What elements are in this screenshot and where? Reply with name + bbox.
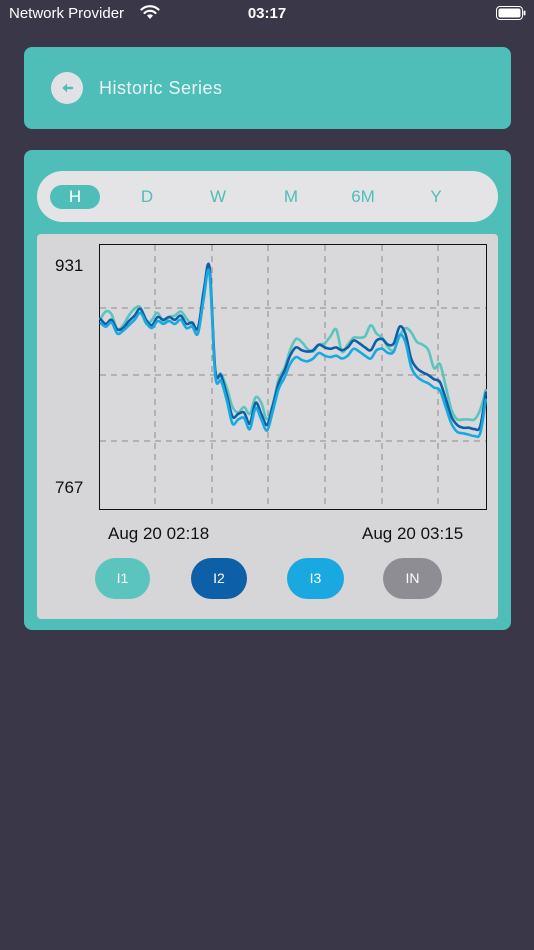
- y-axis-min-label: 767: [55, 478, 84, 497]
- legend-toggle-i2[interactable]: I2: [191, 558, 247, 599]
- status-bar: Network Provider 03:17: [0, 0, 534, 30]
- series-line-i3: [99, 268, 487, 439]
- page-title: Historic Series: [99, 78, 223, 98]
- legend-toggle-in[interactable]: IN: [383, 558, 442, 599]
- x-axis-start-label: Aug 20 02:18: [108, 524, 210, 543]
- chart-panel: 931 767 Aug 20 02:18 Aug 20 03:15 I1 I2 …: [37, 234, 498, 619]
- tab-hour[interactable]: H: [50, 185, 100, 209]
- x-axis-end-label: Aug 20 03:15: [362, 524, 464, 543]
- tab-week[interactable]: W: [209, 187, 227, 206]
- tab-year[interactable]: Y: [430, 187, 442, 206]
- back-arrow-icon: [62, 83, 74, 93]
- header-card: Historic Series: [24, 47, 511, 129]
- y-axis-max-label: 931: [55, 256, 84, 275]
- battery-icon: [496, 6, 526, 20]
- legend-toggle-i3[interactable]: I3: [287, 558, 344, 599]
- back-button[interactable]: [51, 72, 83, 104]
- series-line-i2: [99, 262, 487, 432]
- status-time: 03:17: [247, 5, 287, 22]
- plot-area: [99, 244, 487, 510]
- time-range-selector: H D W M 6M Y: [37, 171, 498, 222]
- tab-six-months[interactable]: 6M: [351, 187, 375, 206]
- tab-month[interactable]: M: [283, 187, 299, 206]
- legend-toggle-i1[interactable]: I1: [95, 558, 150, 599]
- tab-day[interactable]: D: [140, 187, 154, 206]
- carrier-name: Network Provider: [9, 5, 125, 22]
- history-card: H D W M 6M Y 931 767 Aug 20 02:18 Aug 20…: [24, 150, 511, 630]
- line-chart[interactable]: [99, 244, 487, 510]
- wifi-icon: [140, 5, 160, 19]
